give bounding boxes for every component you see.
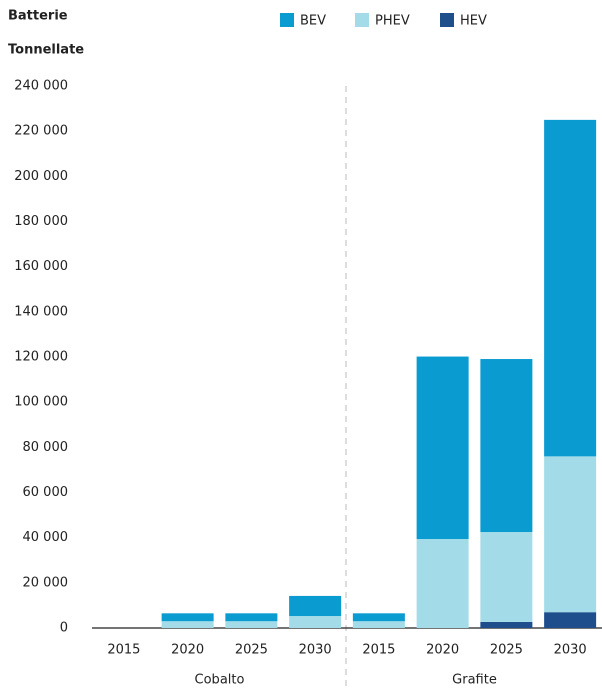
bar-segment <box>480 359 533 533</box>
y-tick-label: 220 000 <box>14 124 68 139</box>
y-tick-label: 80 000 <box>23 440 69 455</box>
bar-segment <box>161 613 214 622</box>
bar-segment <box>416 539 469 628</box>
legend-swatch <box>280 13 294 27</box>
bar-segment <box>480 532 533 622</box>
y-tick-label: 20 000 <box>23 575 69 590</box>
group-label: Cobalto <box>195 673 245 688</box>
x-tick-label: 2020 <box>426 643 459 658</box>
chart-title: Batterie <box>8 9 68 24</box>
y-axis-label: Tonnellate <box>8 43 84 58</box>
bar-segment <box>352 613 405 622</box>
y-tick-label: 200 000 <box>14 169 68 184</box>
bar-segment <box>544 119 597 457</box>
x-tick-label: 2015 <box>362 643 395 658</box>
x-tick-label: 2030 <box>299 643 332 658</box>
legend-label: BEV <box>300 14 326 29</box>
x-tick-label: 2020 <box>171 643 204 658</box>
y-tick-label: 160 000 <box>14 259 68 274</box>
bar-segment <box>416 356 469 540</box>
bar-segment <box>544 612 597 628</box>
bar-segment <box>289 616 342 628</box>
y-tick-label: 120 000 <box>14 350 68 365</box>
bar-segment <box>480 621 533 628</box>
legend-label: HEV <box>460 14 487 29</box>
x-tick-label: 2030 <box>554 643 587 658</box>
x-tick-label: 2025 <box>235 643 268 658</box>
bar-segment <box>225 613 278 622</box>
legend-label: PHEV <box>375 14 410 29</box>
y-tick-label: 180 000 <box>14 214 68 229</box>
x-tick-label: 2025 <box>490 643 523 658</box>
y-tick-label: 240 000 <box>14 79 68 94</box>
bar-segment <box>352 621 405 628</box>
bar-segment <box>289 595 342 617</box>
bar-segment <box>544 456 597 613</box>
y-tick-label: 100 000 <box>14 395 68 410</box>
bar-segment <box>225 621 278 628</box>
legend-swatch <box>440 13 454 27</box>
y-tick-label: 60 000 <box>23 485 69 500</box>
x-tick-label: 2015 <box>107 643 140 658</box>
bar-segment <box>161 621 214 628</box>
y-tick-label: 40 000 <box>23 530 69 545</box>
legend-swatch <box>355 13 369 27</box>
y-tick-label: 0 <box>60 621 68 636</box>
group-label: Grafite <box>452 673 497 688</box>
y-tick-label: 140 000 <box>14 304 68 319</box>
